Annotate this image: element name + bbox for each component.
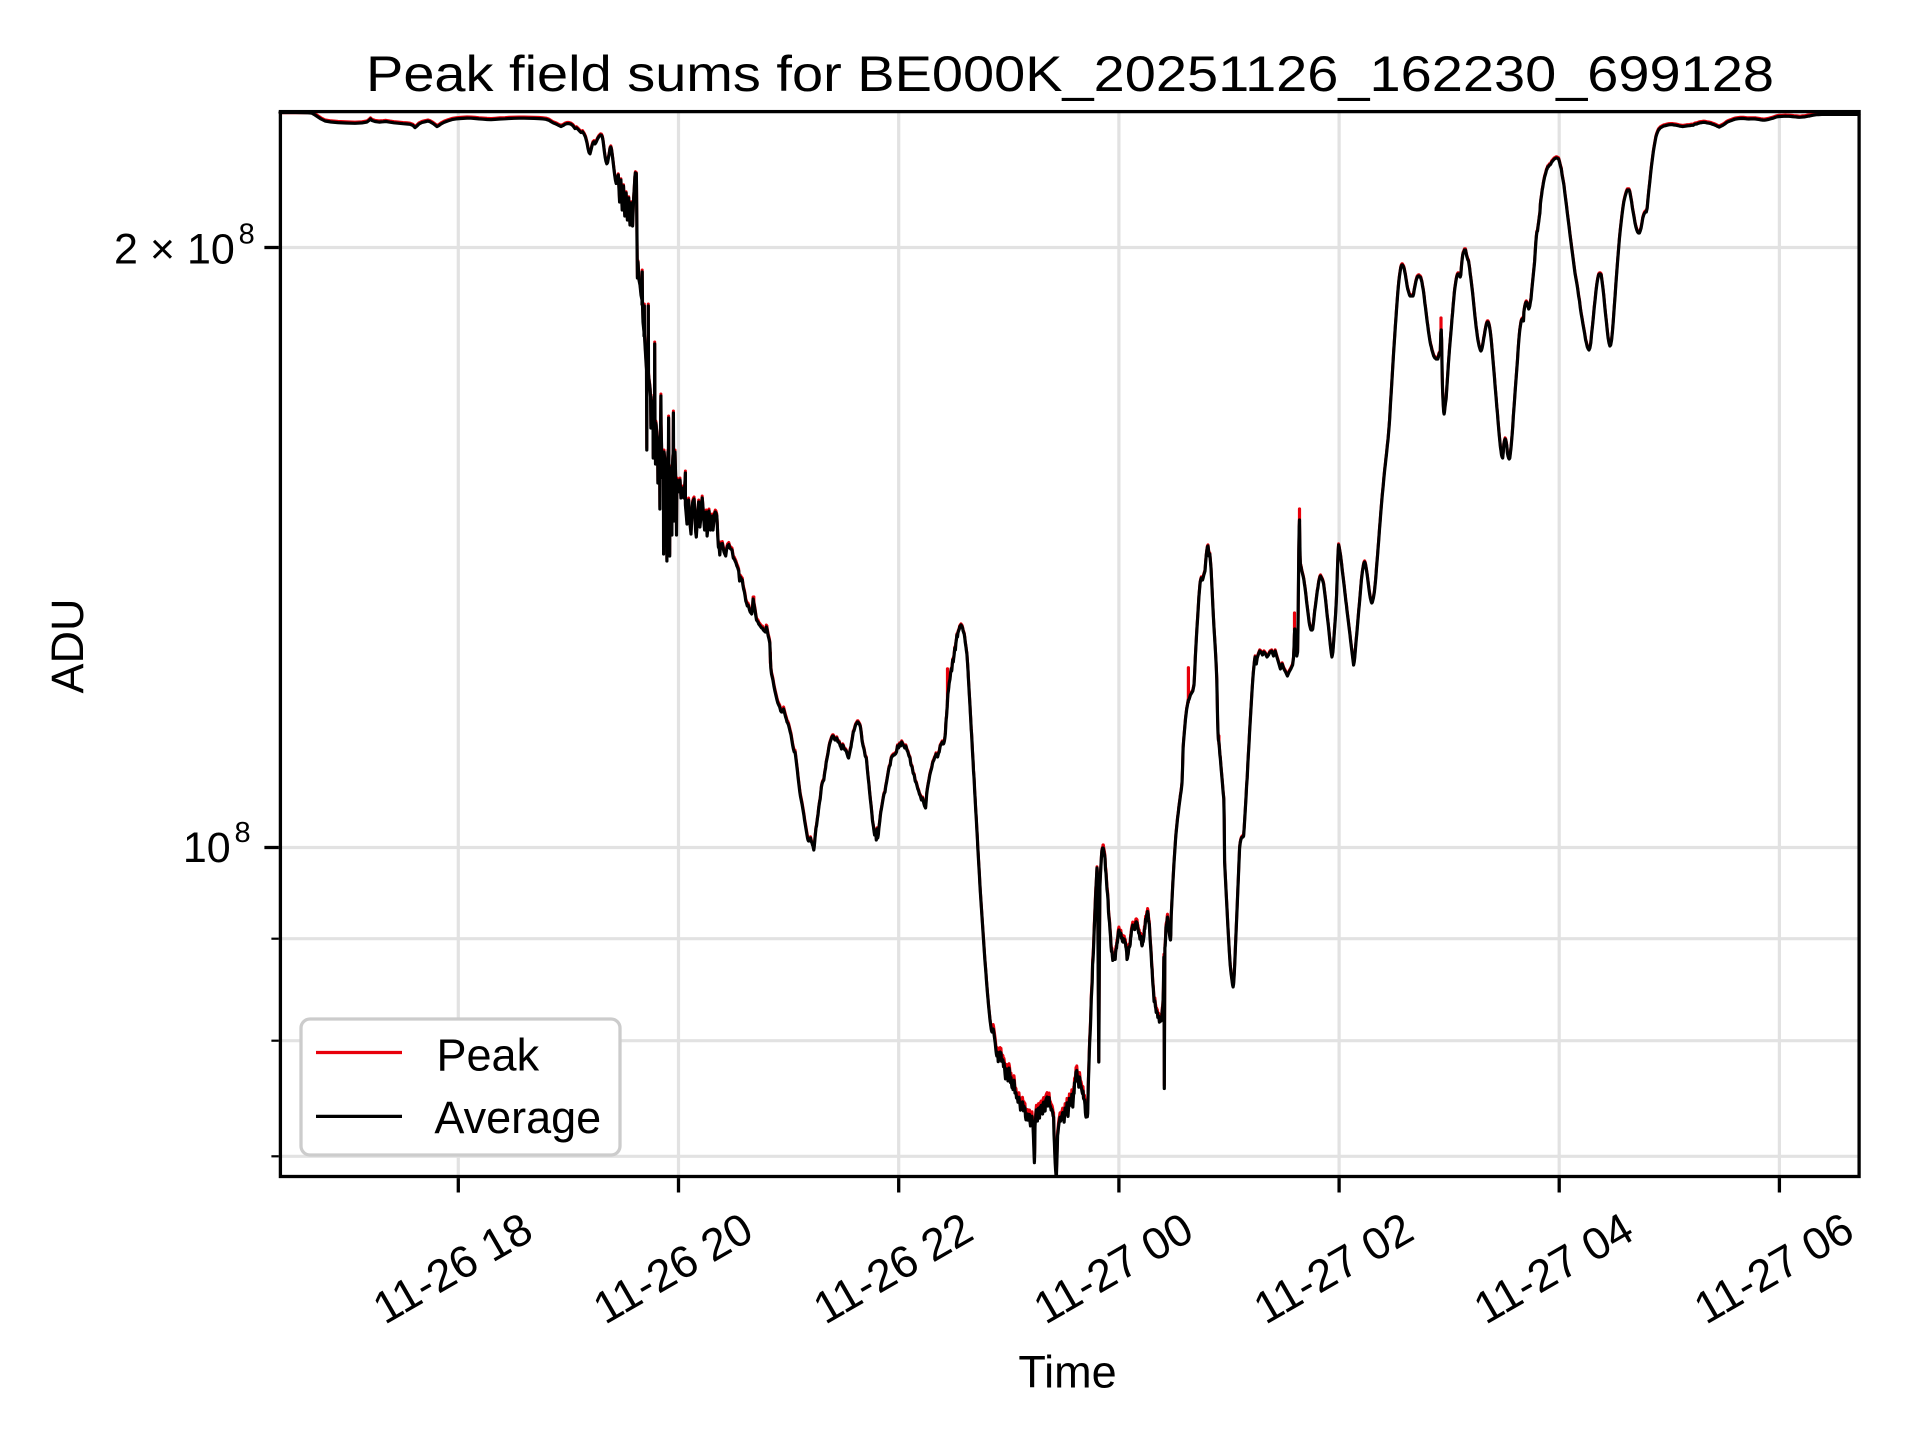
svg-text:Time: Time (1018, 1346, 1116, 1397)
svg-text:8: 8 (239, 219, 255, 251)
svg-text:ADU: ADU (42, 598, 93, 693)
svg-text:10: 10 (183, 824, 231, 872)
svg-text:8: 8 (235, 817, 251, 849)
svg-text:Peak: Peak (437, 1030, 540, 1081)
svg-text:Peak field sums for BE000K_202: Peak field sums for BE000K_20251126_1622… (366, 46, 1774, 102)
svg-text:2 × 10: 2 × 10 (114, 226, 235, 274)
svg-text:Average: Average (434, 1092, 601, 1143)
